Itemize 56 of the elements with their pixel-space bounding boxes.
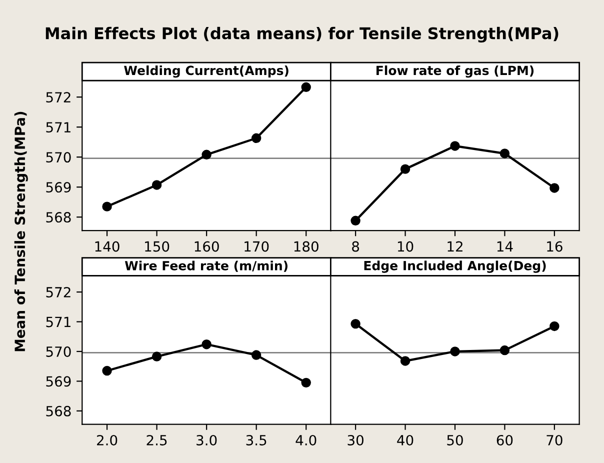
y-axis-title: Mean of Tensile Strength(MPa): [14, 112, 28, 352]
point: [450, 141, 460, 151]
x-tick-label: 170: [244, 241, 269, 252]
y-tick-label: 569: [46, 182, 71, 193]
chart-title: Main Effects Plot (data means) for Tensile Strength(MPa): [46, 26, 558, 43]
point: [400, 164, 410, 174]
point: [102, 202, 112, 212]
chart-subtitle: Wire Feed rate (m/min): [124, 260, 288, 272]
point: [550, 321, 560, 332]
x-tick-label: 2.0: [97, 434, 118, 446]
x-tick-label: 12: [448, 241, 462, 252]
point: [251, 350, 262, 360]
point: [202, 339, 212, 350]
x-tick-label: 50: [447, 434, 463, 446]
y-tick-label: 571: [46, 316, 70, 328]
x-tick-label: 180: [294, 241, 318, 252]
y-tick-label: 571: [46, 122, 70, 133]
x-tick-label: 3.0: [196, 434, 217, 446]
x-tick-label: 70: [546, 434, 562, 446]
y-tick-label: 572: [46, 92, 70, 103]
point: [450, 346, 460, 356]
point: [251, 133, 262, 144]
point: [500, 148, 510, 158]
y-tick-label: 569: [46, 376, 71, 387]
point: [202, 150, 212, 160]
chart-subtitle: Welding Current(Amps): [124, 65, 288, 78]
point: [350, 216, 360, 226]
point: [301, 82, 311, 92]
x-tick-label: 4.0: [296, 434, 316, 446]
point: [152, 352, 162, 362]
point: [301, 378, 311, 388]
y-tick-label: 572: [46, 286, 70, 298]
x-tick-label: 10: [398, 241, 414, 252]
x-tick-label: 8: [352, 241, 360, 252]
x-tick-label: 140: [95, 241, 120, 252]
point: [350, 318, 360, 329]
point: [102, 366, 112, 376]
x-tick-label: 2.5: [146, 434, 167, 446]
x-tick-label: 30: [348, 434, 364, 446]
y-tick-label: 568: [46, 212, 71, 223]
point: [500, 345, 510, 356]
y-tick-label: 568: [46, 406, 71, 416]
x-tick-label: 60: [496, 434, 513, 446]
point: [152, 180, 162, 190]
x-tick-label: 150: [145, 241, 170, 252]
x-tick-label: 160: [194, 241, 219, 252]
y-tick-label: 570: [46, 346, 71, 357]
point: [400, 356, 410, 366]
x-tick-label: 3.5: [246, 434, 266, 446]
y-tick-label: 570: [46, 152, 71, 163]
chart-subtitle: Flow rate of gas (LPM): [376, 65, 534, 78]
x-tick-label: 40: [397, 434, 414, 446]
x-tick-label: 16: [547, 241, 562, 252]
chart-subtitle: Edge Included Angle(Deg): [364, 260, 546, 273]
point: [550, 183, 560, 193]
x-tick-label: 14: [497, 241, 513, 252]
